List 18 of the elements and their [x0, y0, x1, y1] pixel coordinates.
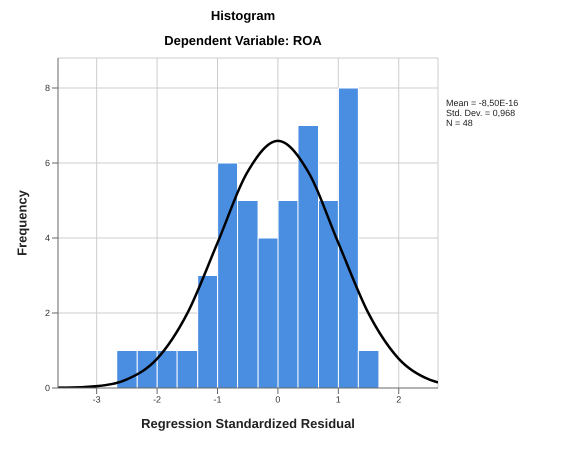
y-tick-label: 2	[44, 308, 50, 318]
text: Mean = -8,50E-16	[446, 98, 518, 108]
y-tick-label: 6	[44, 158, 50, 168]
x-tick-label: -3	[92, 394, 101, 404]
chart-subtitle: Dependent Variable: ROA	[163, 33, 323, 48]
x-tick-label: 0	[275, 394, 280, 404]
x-tick-label: -2	[153, 394, 162, 404]
y-tick-label: 4	[44, 233, 50, 244]
x-tick-label: -1	[213, 394, 222, 404]
text: N = 48	[446, 118, 474, 128]
x-tick-label: 1	[336, 394, 341, 404]
y-axis-title: Frequency	[14, 189, 30, 256]
chart-title: Histogram	[210, 8, 276, 23]
x-tick-label: 2	[396, 394, 402, 404]
x-axis-title: Regression Standardized Residual	[141, 416, 355, 431]
y-tick-label: 8	[44, 83, 50, 94]
y-tick-label: 0	[44, 383, 50, 394]
text: Std. Dev. = 0,968	[446, 108, 516, 118]
